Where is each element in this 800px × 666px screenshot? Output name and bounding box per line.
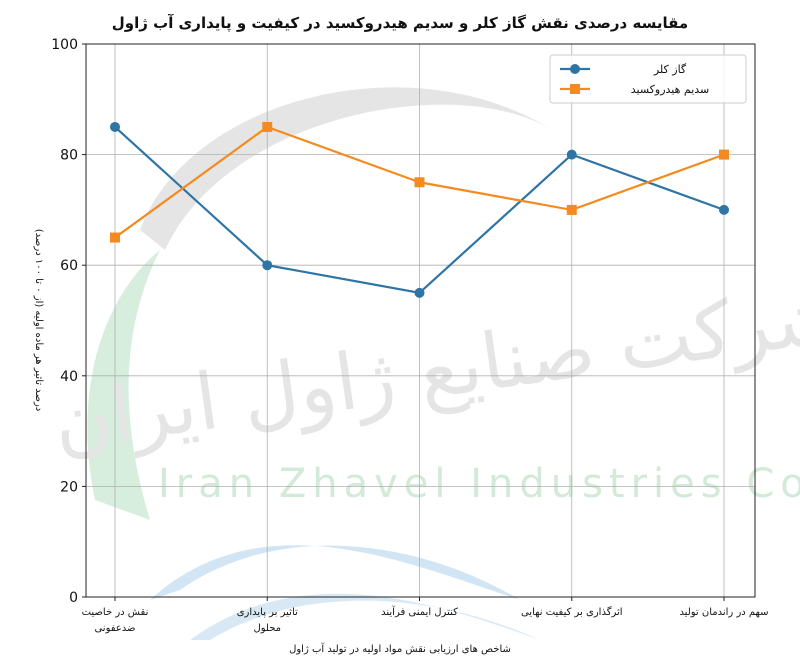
legend: گاز کلر سدیم هیدروکسید: [549, 54, 747, 104]
watermark-latin-text: Iran Zhavel Industries Co: [158, 461, 800, 507]
data-point: [566, 204, 577, 215]
watermark-logo: شرکت صنایع ژاول ایران Iran Zhavel Indust…: [48, 87, 800, 640]
x-tick-label: تاثیر بر پایداری محلول: [237, 607, 298, 634]
series-2: [110, 121, 729, 243]
data-point: [414, 287, 425, 298]
x-tick-label-line: اثرگذاری بر کیفیت نهایی: [521, 606, 623, 618]
y-axis-ticks: 0 20 40 60 80 100: [51, 37, 86, 606]
x-tick-label: کنترل ایمنی فرآیند: [381, 605, 458, 618]
data-point: [719, 204, 729, 215]
data-point: [262, 260, 273, 271]
watermark-persian-text: شرکت صنایع ژاول ایران: [48, 270, 800, 470]
x-tick-label: سهم در راندمان تولید: [679, 607, 768, 618]
x-tick-label: نقش در خاصیت ضدعفونی: [82, 607, 149, 634]
data-point: [262, 121, 273, 132]
y-tick-label: 100: [51, 37, 78, 53]
y-axis-label: درصد تاثیر هر ماده اولیه (از ۰ تا ۱۰۰ در…: [33, 229, 44, 411]
x-tick-label-line: کنترل ایمنی فرآیند: [381, 605, 458, 618]
series-1: [110, 121, 729, 298]
data-point: [110, 121, 120, 132]
axes: [85, 43, 756, 598]
x-axis-ticks: نقش در خاصیت ضدعفونی تاثیر بر پایداری محلول…: [82, 597, 769, 634]
legend-item-2: سدیم هیدروکسید: [560, 83, 709, 96]
x-axis-label: شاخص های ارزیابی نقش مواد اولیه در تولید…: [289, 642, 511, 655]
series-layer: [110, 121, 729, 298]
data-point: [110, 232, 120, 243]
legend-box: [549, 54, 747, 104]
y-tick-label: 60: [60, 258, 78, 274]
x-tick-label-line: تاثیر بر پایداری: [237, 607, 298, 618]
y-tick-label: 20: [60, 479, 78, 495]
x-tick-label-line: نقش در خاصیت: [82, 607, 149, 618]
y-tick-label: 0: [69, 590, 78, 606]
data-point: [719, 149, 729, 160]
x-tick-label-line: ضدعفونی: [94, 623, 135, 634]
data-point: [566, 149, 577, 160]
legend-swatch-marker: [570, 84, 580, 94]
y-tick-label: 40: [60, 369, 78, 385]
legend-label: گاز کلر: [653, 63, 687, 76]
x-tick-label-line: محلول: [253, 623, 281, 634]
legend-swatch-marker: [570, 64, 580, 74]
x-tick-label-line: سهم در راندمان تولید: [679, 607, 768, 618]
plot-frame: [85, 43, 756, 598]
y-tick-label: 80: [60, 148, 78, 164]
chart-title: مقایسه درصدی نقش گاز کلر و سدیم هیدروکسی…: [112, 14, 688, 33]
legend-item-1: گاز کلر: [560, 63, 687, 76]
x-tick-label: اثرگذاری بر کیفیت نهایی: [521, 606, 623, 618]
data-point: [414, 177, 425, 188]
legend-label: سدیم هیدروکسید: [631, 83, 710, 96]
